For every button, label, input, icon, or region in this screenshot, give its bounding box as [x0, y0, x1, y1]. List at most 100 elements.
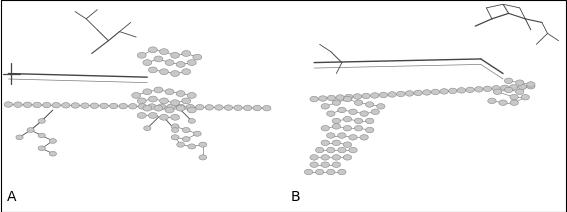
Circle shape: [187, 92, 196, 98]
Circle shape: [143, 60, 152, 66]
Circle shape: [187, 60, 196, 66]
Circle shape: [183, 127, 190, 132]
Circle shape: [509, 85, 518, 90]
Circle shape: [360, 135, 369, 140]
Circle shape: [321, 126, 329, 131]
Circle shape: [338, 147, 346, 153]
Circle shape: [327, 169, 335, 175]
Circle shape: [371, 93, 379, 98]
Circle shape: [366, 127, 374, 133]
Circle shape: [182, 98, 191, 104]
Circle shape: [132, 92, 141, 98]
Circle shape: [193, 54, 202, 60]
Circle shape: [182, 69, 191, 75]
Circle shape: [199, 142, 207, 147]
Circle shape: [182, 50, 191, 56]
Circle shape: [177, 142, 184, 147]
Circle shape: [27, 128, 34, 132]
Circle shape: [100, 103, 108, 109]
Circle shape: [492, 86, 500, 91]
Circle shape: [501, 85, 509, 91]
Circle shape: [327, 111, 335, 116]
Circle shape: [315, 169, 324, 175]
Circle shape: [343, 142, 352, 147]
Circle shape: [354, 118, 363, 124]
Circle shape: [310, 96, 318, 102]
Circle shape: [52, 102, 61, 108]
Circle shape: [527, 84, 535, 89]
Circle shape: [505, 78, 513, 84]
Circle shape: [154, 105, 163, 111]
Circle shape: [440, 89, 448, 94]
Circle shape: [33, 102, 41, 108]
Circle shape: [343, 155, 352, 160]
Circle shape: [14, 102, 22, 107]
Circle shape: [159, 98, 168, 104]
Circle shape: [143, 105, 152, 111]
Circle shape: [376, 104, 385, 109]
Circle shape: [319, 96, 327, 101]
Circle shape: [327, 133, 335, 138]
Circle shape: [43, 102, 51, 108]
Circle shape: [215, 105, 223, 110]
Circle shape: [414, 90, 422, 96]
Circle shape: [458, 88, 466, 93]
Circle shape: [119, 103, 128, 109]
Circle shape: [16, 135, 23, 140]
Circle shape: [4, 102, 12, 107]
Circle shape: [422, 90, 431, 95]
Circle shape: [338, 169, 346, 175]
Circle shape: [304, 169, 313, 175]
Circle shape: [338, 133, 346, 138]
Circle shape: [349, 135, 357, 140]
Circle shape: [336, 95, 344, 100]
Circle shape: [165, 89, 174, 95]
Circle shape: [431, 89, 439, 95]
Circle shape: [488, 98, 496, 104]
Circle shape: [137, 52, 146, 58]
Circle shape: [321, 104, 329, 109]
Circle shape: [243, 105, 252, 111]
Circle shape: [137, 98, 146, 104]
Circle shape: [149, 96, 157, 102]
Circle shape: [310, 155, 318, 160]
Circle shape: [193, 131, 201, 136]
Circle shape: [171, 128, 179, 132]
Circle shape: [234, 105, 242, 110]
Circle shape: [154, 56, 163, 62]
Circle shape: [349, 109, 357, 114]
Circle shape: [171, 71, 180, 77]
Circle shape: [332, 140, 341, 146]
Circle shape: [167, 104, 175, 110]
Circle shape: [332, 124, 341, 129]
Circle shape: [183, 137, 190, 142]
Circle shape: [343, 116, 352, 122]
Circle shape: [388, 92, 396, 97]
Circle shape: [81, 103, 89, 108]
Circle shape: [188, 119, 196, 123]
Circle shape: [321, 140, 329, 146]
Circle shape: [23, 102, 32, 107]
Circle shape: [353, 94, 362, 99]
Circle shape: [332, 155, 341, 160]
Circle shape: [310, 162, 318, 167]
Circle shape: [483, 86, 492, 92]
Circle shape: [371, 109, 379, 114]
Circle shape: [176, 91, 185, 96]
Circle shape: [165, 107, 174, 113]
Circle shape: [475, 87, 483, 92]
Circle shape: [149, 67, 157, 73]
Circle shape: [176, 104, 185, 110]
Circle shape: [176, 61, 185, 67]
Circle shape: [143, 126, 151, 131]
Circle shape: [343, 126, 352, 131]
Text: B: B: [290, 190, 300, 204]
Circle shape: [62, 103, 70, 108]
Circle shape: [205, 105, 214, 110]
Circle shape: [38, 133, 45, 138]
Circle shape: [159, 114, 168, 120]
Circle shape: [510, 95, 518, 100]
Circle shape: [338, 107, 346, 113]
Circle shape: [157, 104, 166, 109]
Circle shape: [176, 105, 185, 111]
